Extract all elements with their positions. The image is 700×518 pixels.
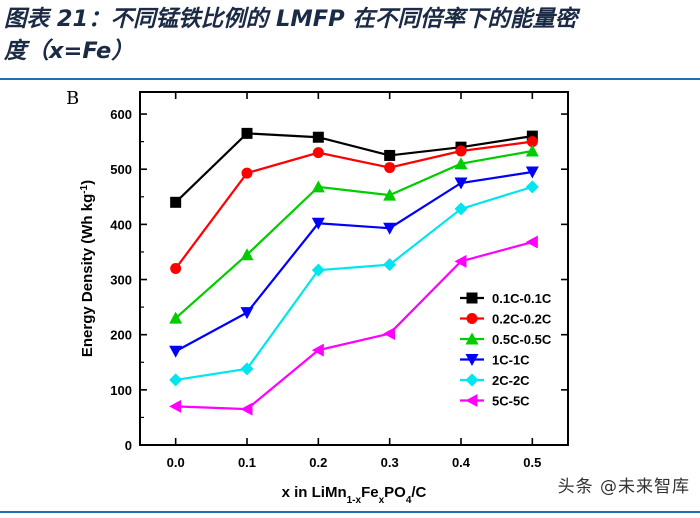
x-tick-label: 0.2 [309, 455, 327, 470]
legend-marker [466, 313, 478, 324]
series-line [174, 140, 533, 270]
data-point [525, 166, 539, 179]
data-point [311, 263, 325, 277]
data-point [384, 162, 396, 174]
legend-label: 0.1C-0.1C [492, 291, 552, 306]
x-tick-label: 0.3 [381, 455, 399, 470]
energy-density-chart: B 0 100 200 300 400 500 600 0.0 0.1 0.2 0.3 0.4 0.5 x… [66, 88, 569, 506]
series-line [175, 240, 533, 411]
x-tick-label: 0.4 [452, 455, 471, 470]
data-point [455, 145, 467, 157]
legend-label: 0.2C-0.2C [492, 312, 552, 327]
series-5C-5C [169, 235, 538, 416]
y-tick-label: 200 [110, 328, 132, 343]
data-point [169, 373, 183, 387]
caption-line-2: 度（x=Fe） [4, 38, 134, 64]
y-tick-label: 100 [110, 383, 132, 398]
y-axis-label: Energy Density (Wh kg-1) [79, 180, 97, 357]
data-point [525, 180, 539, 194]
watermark-text: 头条 @未来智库 [557, 477, 690, 497]
series-line [174, 149, 533, 319]
legend-label: 2C-2C [492, 373, 530, 388]
bottom-divider [0, 511, 700, 513]
x-axis-label: x in LiMn1-xFexPO4/C [282, 484, 427, 506]
data-point [311, 180, 325, 193]
data-point [169, 311, 183, 324]
data-point [454, 177, 468, 190]
series-line [175, 170, 533, 353]
top-divider [0, 78, 700, 80]
data-point [240, 362, 254, 376]
data-point [454, 202, 468, 216]
legend-label: 0.5C-0.5C [492, 332, 552, 347]
data-point [525, 235, 538, 249]
legend-marker [465, 332, 479, 345]
panel-label: B [66, 88, 79, 109]
y-tick-label: 400 [110, 217, 132, 232]
axes: 0 100 200 300 400 500 600 0.0 0.1 0.2 0.3 0.4 0.5 x i… [79, 91, 569, 506]
data-point [525, 144, 539, 157]
legend-marker [465, 394, 478, 407]
data-point [312, 131, 324, 143]
series-0.1C-0.1C [170, 127, 538, 208]
data-point [312, 147, 324, 159]
series-0.2C-0.2C [170, 136, 538, 274]
data-point [383, 222, 397, 235]
data-point [454, 157, 468, 170]
x-tick-label: 0.0 [167, 455, 185, 470]
data-point [240, 402, 253, 416]
data-point [383, 258, 397, 272]
y-tick-label: 600 [110, 107, 132, 122]
data-point [170, 263, 182, 274]
caption-line-1: 图表 21：不同锰铁比例的 LMFP 在不同倍率下的能量密 [4, 6, 578, 32]
data-point [454, 254, 467, 268]
legend-marker [465, 373, 479, 387]
data-point [240, 307, 254, 320]
series-line [175, 185, 533, 382]
y-tick-label: 0 [125, 438, 132, 453]
y-tick-label: 500 [110, 162, 132, 177]
data-point [526, 130, 538, 142]
data-point [526, 136, 538, 148]
data-point [169, 399, 182, 413]
series-layer [169, 127, 539, 416]
figure-caption: 图表 21：不同锰铁比例的 LMFP 在不同倍率下的能量密 度（x=Fe） [4, 3, 694, 67]
data-point [241, 127, 253, 139]
series-0.5C-0.5C [169, 144, 539, 324]
data-point [170, 196, 182, 208]
series-1C-1C [169, 166, 539, 358]
series-2C-2C [169, 180, 539, 387]
legend-marker [465, 354, 479, 366]
x-tick-label: 0.5 [523, 455, 541, 470]
x-tick-label: 0.1 [238, 455, 256, 470]
data-point [169, 345, 183, 358]
y-tick-label: 300 [110, 273, 132, 288]
legend-label: 1C-1C [492, 353, 530, 368]
data-point [384, 149, 396, 161]
legend-marker [466, 292, 478, 304]
data-point [241, 167, 253, 179]
legend-label: 5C-5C [492, 394, 530, 409]
data-point [383, 327, 396, 341]
data-point [311, 343, 324, 357]
data-point [311, 217, 325, 230]
series-line [174, 132, 533, 204]
plot-frame [139, 91, 569, 446]
data-point [383, 188, 397, 201]
data-point [240, 248, 254, 261]
legend: 0.1C-0.1C 0.2C-0.2C 0.5C-0.5C 1C-1C 2C-2C 5C-… [460, 291, 552, 409]
